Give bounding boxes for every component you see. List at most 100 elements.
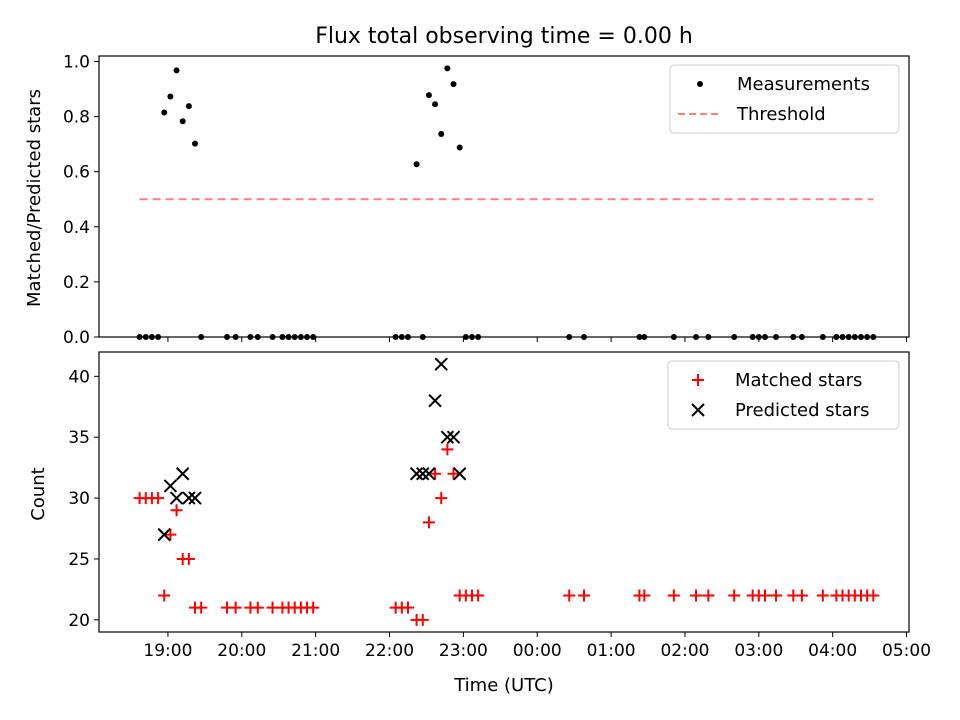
measurement-point: [761, 334, 768, 340]
matched-stars-point: [307, 601, 320, 614]
x-tick-label: 20:00: [217, 641, 266, 661]
matched-stars-point: [638, 589, 651, 602]
measurement-point: [845, 334, 852, 340]
y-tick-label: 40: [68, 367, 90, 387]
y-tick-label: 0.0: [63, 328, 90, 348]
matched-stars-point: [867, 589, 880, 602]
measurement-point: [419, 334, 426, 340]
measurement-point: [851, 334, 858, 340]
matched-stars-point: [164, 528, 177, 541]
measurement-point: [705, 334, 712, 340]
x-tick-label: 02:00: [660, 641, 709, 661]
predicted-stars-point: [440, 430, 455, 444]
bottom-plot-area: 20 25 30 35 40 19:00 20:00 21:00 22:00 23:00 00:00…: [68, 351, 931, 661]
measurement-point: [462, 334, 469, 340]
measurement-point: [438, 130, 445, 137]
measurement-point: [790, 334, 797, 340]
measurement-point: [310, 334, 317, 340]
measurement-point: [444, 65, 451, 72]
matched-stars-point: [251, 601, 264, 614]
matched-stars-point: [170, 504, 183, 517]
matched-stars-point: [667, 589, 680, 602]
x-tick-label: 03:00: [734, 641, 783, 661]
matched-stars-point: [447, 467, 460, 480]
matched-stars-point: [795, 589, 808, 602]
measurement-point: [254, 334, 261, 340]
measurement-point: [247, 334, 254, 340]
measurement-point: [291, 334, 298, 340]
measurement-point: [833, 334, 840, 340]
axes-frame: [98, 351, 910, 633]
measurement-point: [269, 334, 276, 340]
matched-stars-point: [435, 492, 448, 505]
measurement-point: [641, 334, 648, 340]
measurement-point: [456, 144, 463, 151]
y-tick-label: 0.8: [63, 108, 90, 128]
measurement-point: [224, 334, 231, 340]
bottom-y-axis-label: Count: [28, 467, 49, 520]
axes-frame: [98, 55, 910, 338]
measurement-point: [475, 334, 482, 340]
top-legend: Measurements Threshold: [669, 64, 900, 134]
matched-stars-point: [429, 467, 442, 480]
measurement-point: [581, 334, 588, 340]
y-tick-label: 25: [68, 550, 90, 570]
measurement-point: [773, 334, 780, 340]
measurement-point: [155, 334, 162, 340]
measurement-point: [398, 334, 405, 340]
matched-stars-point: [182, 552, 195, 565]
y-tick-label: 0.4: [63, 218, 90, 238]
measurement-point: [755, 334, 762, 340]
measurement-point: [425, 92, 432, 99]
measurement-point: [636, 334, 643, 340]
chart-title: Flux total observing time = 0.00 h: [315, 24, 693, 49]
x-tick-label: 00:00: [513, 641, 562, 661]
measurement-point: [285, 334, 292, 340]
measurement-point: [192, 140, 199, 147]
predicted-stars-point: [169, 491, 184, 505]
measurement-point: [185, 103, 192, 110]
matched-stars-point: [728, 589, 741, 602]
legend-predicted-stars-marker: [691, 403, 705, 417]
matched-stars-point: [152, 492, 165, 505]
y-tick-label: 30: [68, 489, 90, 509]
predicted-stars-point: [188, 491, 202, 505]
matched-stars-point: [195, 601, 208, 614]
legend-measurements-label: Measurements: [737, 74, 870, 95]
measurement-point: [432, 101, 439, 108]
matched-stars-point: [422, 516, 435, 529]
matched-stars-point: [441, 443, 454, 456]
x-tick-label: 05:00: [882, 641, 931, 661]
predicted-stars-point: [182, 491, 196, 505]
measurement-point: [167, 93, 174, 100]
y-tick-label: 1.0: [63, 53, 90, 73]
bottom-legend: Matched stars Predicted stars: [667, 360, 900, 430]
measurement-point: [148, 334, 155, 340]
legend-matched-stars-marker: [692, 374, 704, 386]
measurement-point: [179, 118, 186, 125]
predicted-stars-point: [157, 527, 171, 542]
x-tick-label: 22:00: [365, 641, 414, 661]
measurement-point: [173, 67, 180, 74]
matched-stars-point: [758, 589, 771, 602]
legend-frame: [667, 360, 900, 430]
measurement-point: [136, 334, 143, 340]
predicted-stars-point: [452, 467, 467, 481]
measurement-point: [798, 334, 805, 340]
predicted-stars-point: [176, 467, 190, 481]
measurement-point: [392, 334, 399, 340]
measurement-point: [839, 334, 846, 340]
measurement-point: [413, 161, 420, 168]
predicted-stars-point: [416, 467, 430, 481]
measurement-point: [450, 81, 457, 88]
measurement-point: [670, 334, 677, 340]
matched-stars-point: [416, 613, 429, 626]
matched-stars-point: [401, 601, 414, 614]
predicted-stars-point: [163, 479, 178, 493]
matched-stars-point: [229, 601, 242, 614]
matched-stars-point: [770, 589, 783, 602]
measurement-point: [693, 334, 700, 340]
matched-stars-point: [690, 589, 703, 602]
x-tick-label: 04:00: [808, 641, 857, 661]
